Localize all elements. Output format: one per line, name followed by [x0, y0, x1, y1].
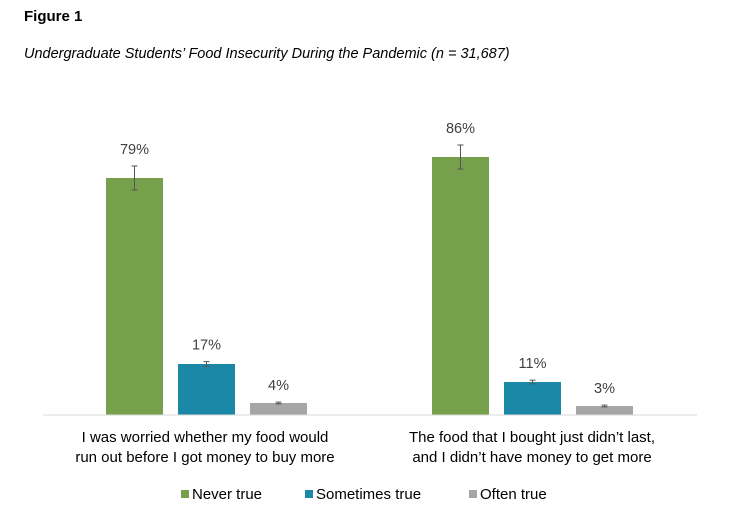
data-label: 17% [192, 338, 221, 354]
bar-often-true-1 [576, 406, 633, 415]
legend: Never true Sometimes true Often true [181, 486, 547, 503]
legend-label: Often true [480, 486, 547, 503]
legend-swatch [181, 490, 189, 498]
category-label: The food that I bought just didn’t last, [409, 429, 655, 446]
error-bar [203, 361, 210, 367]
error-bar [275, 401, 282, 405]
data-labels-layer: 79% 17% 4% 86% 11% 3% [120, 121, 615, 397]
category-label: I was worried whether my food would [82, 429, 329, 446]
error-bars-layer [131, 144, 608, 408]
error-bar [529, 379, 536, 385]
data-label: 3% [594, 381, 615, 397]
bar-often-true-0 [250, 403, 307, 415]
error-bar [601, 404, 608, 408]
figure-title: Undergraduate Students’ Food Insecurity … [24, 46, 510, 62]
legend-label: Sometimes true [316, 486, 421, 503]
data-label: 11% [519, 356, 547, 372]
legend-swatch [305, 490, 313, 498]
legend-swatch [469, 490, 477, 498]
data-label: 86% [446, 121, 475, 137]
bars-layer [106, 157, 633, 415]
bar-sometimes-true-1 [504, 382, 561, 415]
data-label: 79% [120, 142, 149, 158]
legend-item: Never true [181, 486, 262, 503]
data-label: 4% [268, 378, 289, 394]
error-bar [131, 165, 138, 191]
bar-sometimes-true-0 [178, 364, 235, 415]
bar-never-true-1 [432, 157, 489, 415]
category-labels-layer: I was worried whether my food would run o… [75, 429, 655, 466]
category-label: and I didn’t have money to get more [412, 449, 651, 466]
legend-item: Sometimes true [305, 486, 421, 503]
legend-label: Never true [192, 486, 262, 503]
bar-never-true-0 [106, 178, 163, 415]
legend-item: Often true [469, 486, 547, 503]
error-bar [457, 144, 464, 170]
figure-label: Figure 1 [24, 8, 83, 25]
category-label: run out before I got money to buy more [75, 449, 334, 466]
